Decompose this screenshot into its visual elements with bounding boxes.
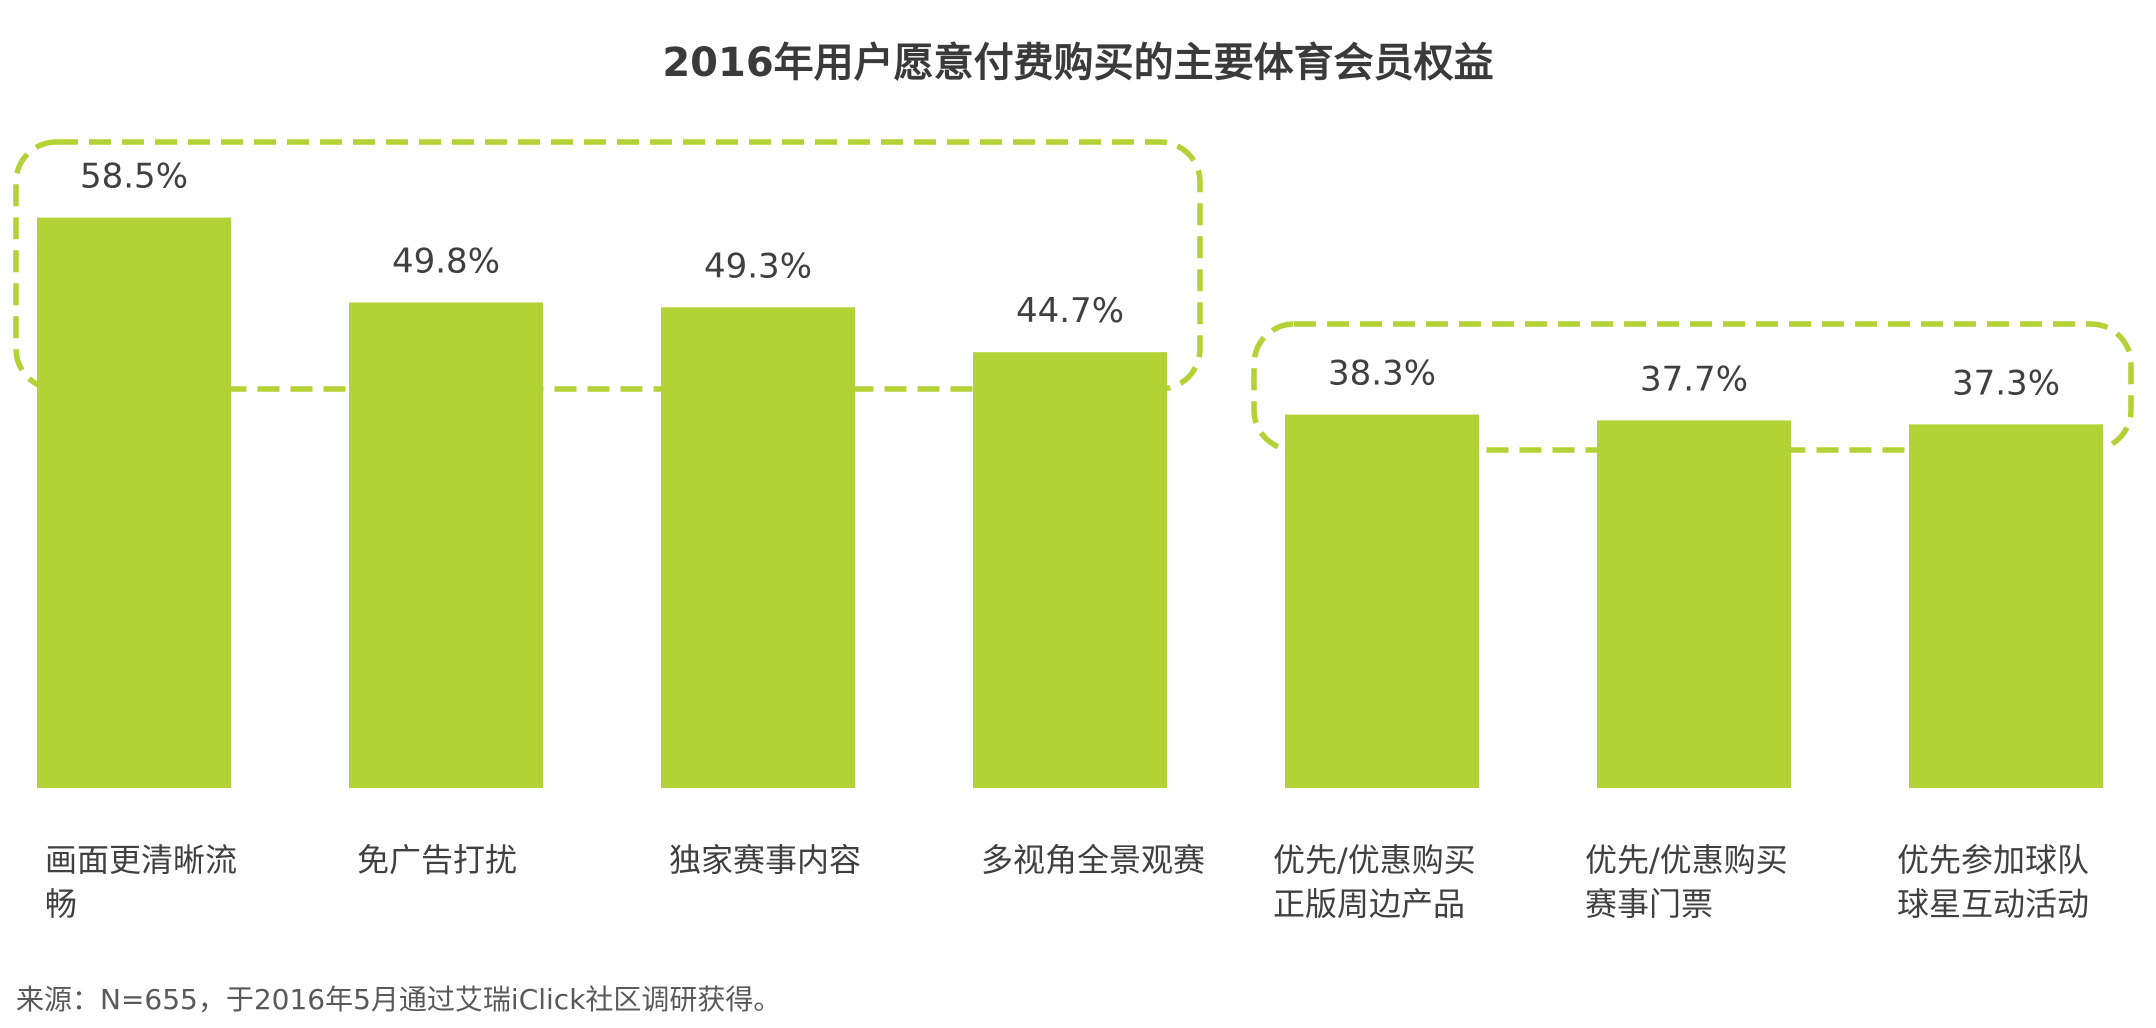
data-label-4: 44.7% <box>1016 291 1124 331</box>
bar-5 <box>1285 414 1479 788</box>
category-label-line: 免广告打扰 <box>357 841 518 879</box>
category-label-line: 独家赛事内容 <box>669 841 862 879</box>
category-label-6: 优先/优惠购买 赛事门票 <box>1585 838 1835 926</box>
bar-1 <box>37 217 231 788</box>
category-label-5: 优先/优惠购买 正版周边产品 <box>1273 838 1523 926</box>
category-label-line: 多视角全景观赛 <box>981 841 1206 879</box>
category-label-1: 画面更清晰流畅 <box>45 838 295 926</box>
data-label-1: 58.5% <box>80 157 188 197</box>
bar-2 <box>349 302 543 788</box>
category-label-line: 画面更清晰流 <box>45 841 238 879</box>
data-label-6: 37.7% <box>1640 359 1748 399</box>
data-label-3: 49.3% <box>704 246 812 286</box>
data-label-5: 38.3% <box>1328 354 1436 394</box>
data-label-2: 49.8% <box>392 241 500 281</box>
bar-3 <box>661 307 855 788</box>
category-label-3: 独家赛事内容 <box>669 838 919 882</box>
category-label-line: 畅 <box>45 885 78 923</box>
bar-7 <box>1909 424 2103 788</box>
bar-6 <box>1597 420 1791 788</box>
category-label-line: 优先/优惠购买 <box>1585 841 1788 879</box>
category-label-line: 优先/优惠购买 <box>1273 841 1476 879</box>
category-label-4: 多视角全景观赛 <box>981 838 1231 882</box>
chart-title: 2016年用户愿意付费购买的主要体育会员权益 <box>662 40 1494 86</box>
category-label-line: 球星互动活动 <box>1897 885 2090 923</box>
category-label-line: 优先参加球队 <box>1897 841 2090 879</box>
category-label-line: 赛事门票 <box>1585 885 1714 923</box>
category-label-7: 优先参加球队 球星互动活动 <box>1897 838 2147 926</box>
category-label-line: 正版周边产品 <box>1273 885 1466 923</box>
source-footnote: 来源：N=655，于2016年5月通过艾瑞iClick社区调研获得。 <box>16 983 782 1016</box>
bar-4 <box>973 352 1167 788</box>
highlight-box-1 <box>13 139 1203 392</box>
data-label-7: 37.3% <box>1952 363 2060 403</box>
category-label-2: 免广告打扰 <box>357 838 607 882</box>
